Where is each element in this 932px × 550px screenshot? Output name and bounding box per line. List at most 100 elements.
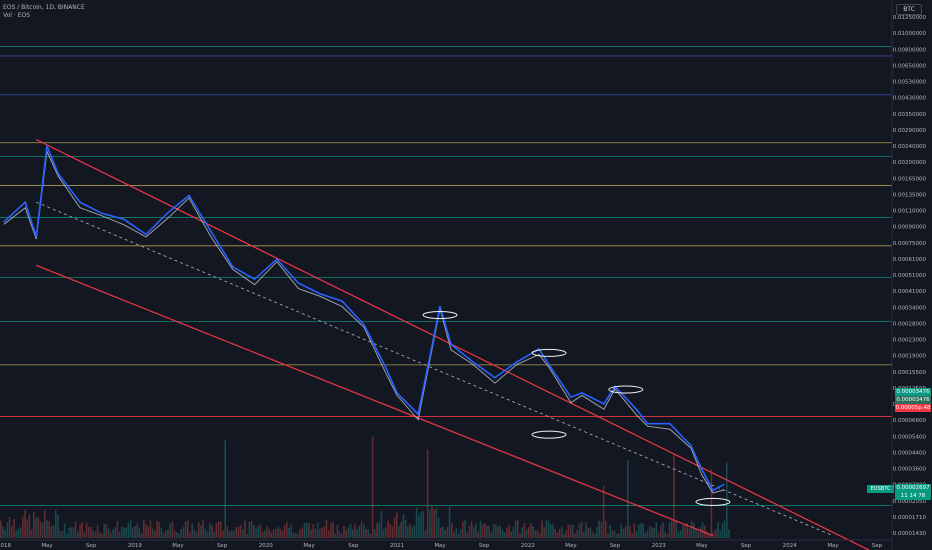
symbol-tag: EOSBTC [867, 485, 894, 493]
volume-bar [591, 531, 594, 538]
volume-bar [363, 524, 365, 538]
volume-bar [327, 530, 330, 538]
price-series [3, 145, 725, 494]
price-axis[interactable]: 0.01250000 0.01000000 0.00800000 0.00650000… [891, 0, 932, 550]
volume-bar [398, 526, 400, 538]
volume-bar [204, 529, 207, 538]
volume-bar [101, 533, 103, 538]
price-point [276, 258, 278, 261]
volume-bar [88, 526, 90, 538]
volume-bar [459, 528, 462, 538]
time-tick-label: May [303, 543, 315, 549]
volume-bar [563, 533, 565, 538]
volume-bar [574, 533, 576, 538]
volume-bar [125, 528, 127, 538]
time-tick-label: Sep [86, 543, 97, 549]
volume-bar [510, 531, 512, 538]
volume-bar [455, 528, 457, 538]
volume-bar [556, 532, 559, 538]
volume-bar [138, 527, 141, 538]
volume-bar [675, 521, 677, 538]
volume-bar [415, 507, 418, 538]
time-tick-label: 2019 [128, 543, 142, 549]
volume-bar [534, 530, 537, 538]
volume-bar [693, 523, 695, 538]
volume-bar [15, 530, 17, 538]
volume-bar [330, 523, 332, 538]
volume-bar [418, 515, 420, 538]
volume-bar [627, 459, 629, 538]
volume-bar [239, 525, 242, 538]
volume-bar [501, 529, 504, 538]
volume-bar [68, 527, 70, 538]
volume-bar [356, 529, 358, 538]
volume-bar [189, 532, 191, 538]
price-badge-red: 0.00005p.48 [895, 404, 931, 412]
volume-bar [143, 519, 145, 538]
volume-bar [255, 528, 257, 538]
price-point [188, 194, 190, 197]
time-tick-label: May [827, 543, 839, 549]
time-tick-label: 2024 [783, 543, 797, 549]
volume-bar [583, 532, 585, 538]
volume-bar [123, 527, 125, 538]
price-point [570, 396, 572, 399]
volume-bar [369, 533, 372, 538]
volume-bar [77, 531, 79, 538]
volume-bar [587, 527, 589, 538]
volume-bar [0, 520, 2, 538]
price-point [690, 444, 692, 447]
volume-bar [525, 529, 528, 538]
price-point [363, 324, 365, 326]
volume-bar [228, 531, 231, 538]
price-point [701, 468, 703, 471]
volume-bar [132, 527, 134, 538]
volume-bar [426, 448, 429, 538]
volume-bar [492, 523, 495, 538]
volume-bar [154, 530, 156, 538]
volume-bar [547, 521, 550, 538]
volume-bar [136, 523, 138, 538]
time-tick-label: Sep [610, 543, 621, 549]
volume-bar [488, 525, 490, 538]
volume-bar [202, 520, 204, 538]
channel-lines [36, 139, 871, 550]
price-point [57, 172, 59, 175]
volume-bar [261, 532, 264, 538]
price-point [538, 348, 540, 350]
price-tick-label: 0.00165000 [893, 176, 927, 182]
highlight-ellipse [531, 430, 567, 439]
volume-bar [242, 529, 244, 538]
price-tick-label: 0.00023000 [893, 338, 927, 344]
volume-bar [435, 508, 438, 538]
volume-bar [393, 517, 396, 538]
volume-bar [607, 533, 609, 538]
volume-bar [180, 529, 182, 538]
volume-bar [422, 511, 424, 538]
price-point [3, 221, 5, 223]
time-tick-label: 2018 [0, 543, 11, 549]
time-axis[interactable]: 2018 May Sep 2019 May Sep 2020 May Sep 2021 May Sep… [0, 539, 892, 549]
volume-bar [673, 453, 675, 538]
volume-bar [107, 528, 110, 538]
volume-bar [79, 524, 81, 538]
currency-button[interactable]: BTC [896, 4, 922, 15]
volume-bar [572, 525, 574, 538]
channel-upper-line [36, 139, 871, 550]
price-point [101, 212, 103, 215]
volume-bar [316, 522, 319, 538]
price-point [297, 282, 300, 284]
price-point [669, 422, 671, 425]
volume-bar [33, 511, 35, 538]
volume-bar [651, 527, 653, 538]
volume-bar [567, 524, 570, 538]
volume-bar [257, 525, 259, 538]
symbol-title: EOS / Bitcoin, 1D, BINANCE [3, 4, 85, 11]
volume-bar [517, 520, 519, 538]
volume-bar [442, 526, 444, 538]
volume-bar [336, 524, 339, 538]
volume-bar [343, 525, 345, 538]
volume-bar [528, 527, 530, 538]
price-tick-label: 0.00061000 [893, 257, 927, 263]
